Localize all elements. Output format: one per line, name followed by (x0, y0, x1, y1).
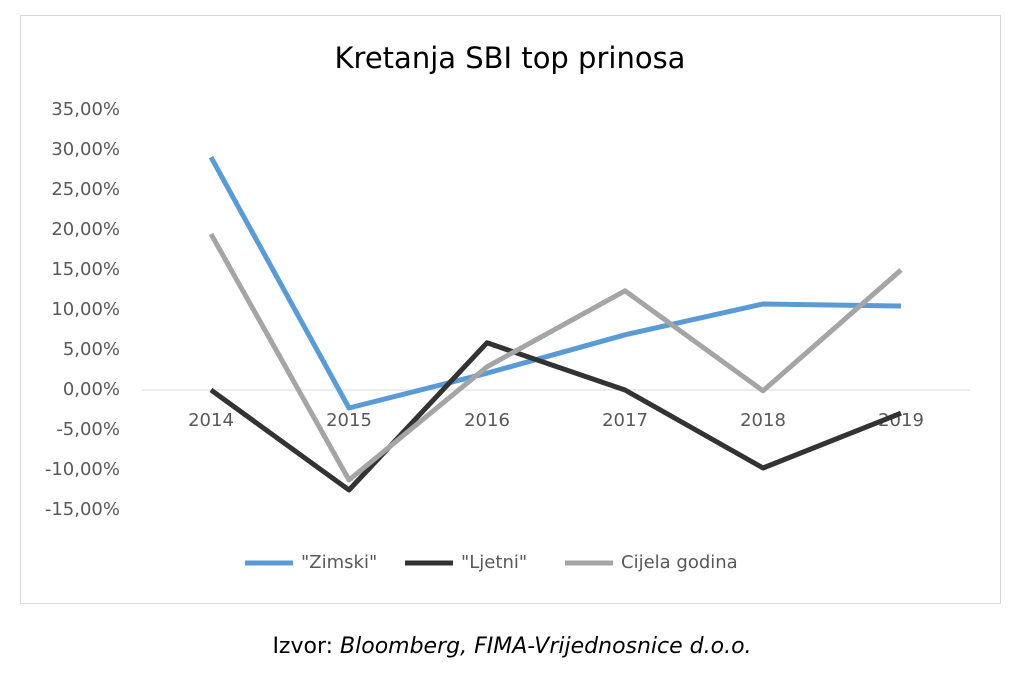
legend-label: "Ljetni" (461, 552, 527, 573)
source-prefix: Izvor: (272, 634, 333, 659)
y-tick-label: 25,00% (51, 179, 120, 200)
series-line (209, 340, 902, 493)
chart-title: Kretanja SBI top prinosa (335, 41, 686, 75)
y-tick-label: 15,00% (51, 259, 120, 280)
x-tick-label: 2015 (326, 410, 372, 431)
series-line (208, 232, 903, 483)
y-tick-label: 10,00% (51, 299, 120, 320)
x-tick-label: 2016 (464, 410, 510, 431)
legend-label: Cijela godina (621, 552, 738, 573)
x-tick-label: 2018 (740, 410, 786, 431)
y-tick-label: -5,00% (56, 419, 120, 440)
source-name: Bloomberg, FIMA-Vrijednosnice d.o.o. (340, 634, 752, 659)
x-tick-label: 2014 (188, 410, 234, 431)
source-note: Izvor: Bloomberg, FIMA-Vrijednosnice d.o… (272, 634, 751, 659)
y-tick-label: 0,00% (63, 379, 120, 400)
x-tick-label: 2017 (602, 410, 648, 431)
y-tick-label: -15,00% (45, 499, 120, 520)
y-tick-label: 35,00% (51, 99, 120, 120)
y-tick-label: 30,00% (51, 139, 120, 160)
y-tick-label: -10,00% (45, 459, 120, 480)
legend-label: "Zimski" (301, 552, 377, 573)
y-tick-label: 20,00% (51, 219, 120, 240)
y-tick-label: 5,00% (63, 339, 120, 360)
chart-frame (20, 15, 1001, 604)
series-line (208, 155, 902, 411)
